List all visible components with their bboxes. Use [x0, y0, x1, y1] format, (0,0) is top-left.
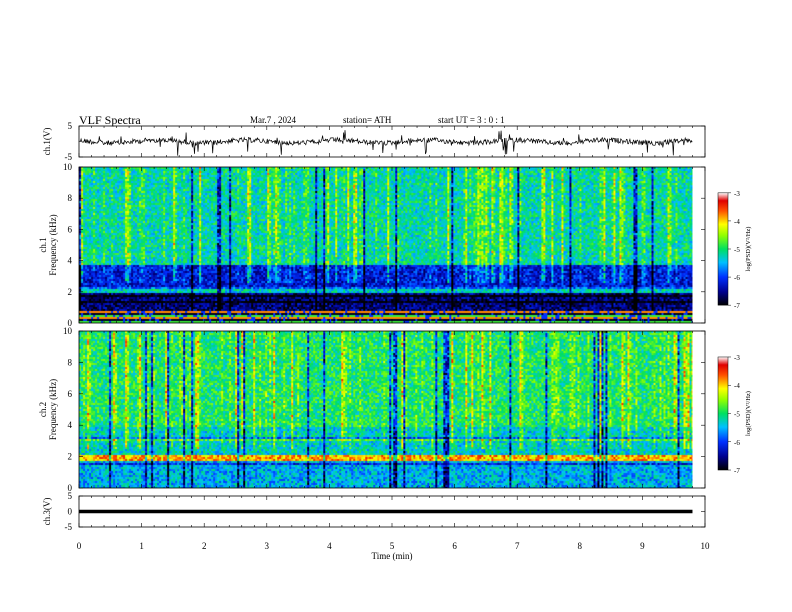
start-time-label: start UT = 3 : 0 : 1 [438, 115, 505, 125]
y-tick-label: 0 [68, 483, 73, 493]
colorbar-tick-label: -4 [734, 382, 740, 390]
ch2-spectrogram-panel: 0 2 4 6 8 10 ch.2 Frequency (kHz) [38, 326, 706, 493]
x-tick-label: 0 [77, 541, 82, 551]
y-tick-label: -5 [65, 152, 73, 162]
y-axis-label: ch.1(V) [42, 128, 52, 156]
colorbar-tick-label: -4 [734, 218, 740, 226]
x-tick-label: 9 [640, 541, 645, 551]
x-tick-label: 4 [327, 541, 332, 551]
x-tick-label: 3 [265, 541, 270, 551]
channel-label: ch.2 [38, 402, 48, 417]
x-tick-label: 8 [578, 541, 583, 551]
colorbar-tick-label: -3 [734, 190, 740, 198]
colorbar-tick-label: -7 [734, 302, 740, 310]
y-axis-label: Frequency (kHz) [48, 379, 58, 440]
spectrogram-image [79, 167, 693, 323]
ch1-colorbar: -3 -4 -5 -6 -7 log(PSD)(V²/Hz) [717, 190, 752, 310]
y-tick-label: 5 [68, 491, 73, 501]
colorbar-tick-label: -7 [734, 467, 740, 475]
y-tick-label: 6 [68, 224, 73, 234]
y-tick-label: 0 [68, 318, 73, 328]
x-tick-label: 5 [390, 541, 395, 551]
ch2-colorbar: -3 -4 -5 -6 -7 log(PSD)(V²/Hz) [717, 354, 752, 475]
channel-label: ch.1 [38, 237, 48, 252]
y-tick-label: 10 [63, 326, 73, 336]
y-tick-label: 5 [68, 121, 73, 131]
y-tick-label: 6 [68, 389, 73, 399]
chart-title: VLF Spectra [79, 113, 141, 127]
x-tick-label: 10 [701, 541, 711, 551]
colorbar-label: log(PSD)(V²/Hz) [745, 227, 752, 272]
ch3-waveform-panel: 5 0 -5 ch.3(V) [42, 491, 706, 532]
x-tick-label: 7 [515, 541, 520, 551]
time-axis: 0 1 2 3 4 5 6 7 8 9 10 Time (min) [77, 541, 710, 561]
y-tick-label: 0 [68, 507, 73, 517]
colorbar-label: log(PSD)(V²/Hz) [745, 391, 752, 436]
ch1-waveform-trace [78, 130, 693, 156]
x-axis-label: Time (min) [372, 551, 413, 561]
colorbar-tick-label: -6 [734, 274, 740, 282]
y-tick-label: 8 [68, 193, 73, 203]
y-tick-label: 2 [68, 287, 73, 297]
y-axis-label: Frequency (kHz) [48, 214, 58, 275]
colorbar-tick-label: -3 [734, 354, 740, 362]
colorbar-tick-label: -5 [734, 411, 740, 419]
y-tick-label: 8 [68, 357, 73, 367]
x-tick-label: 2 [202, 541, 207, 551]
x-tick-label: 1 [139, 541, 144, 551]
station-label: station= ATH [343, 115, 392, 125]
y-tick-label: 2 [68, 452, 73, 462]
y-tick-label: 10 [63, 162, 73, 172]
x-tick-label: 6 [452, 541, 457, 551]
ch1-spectrogram-panel: 0 2 4 6 8 10 ch.1 Frequency (kHz) [38, 162, 706, 328]
colorbar-gradient [717, 192, 729, 306]
colorbar-gradient [717, 356, 729, 471]
y-axis-label: ch.3(V) [42, 498, 52, 526]
y-tick-label: -5 [65, 522, 73, 532]
spectrogram-image [79, 331, 693, 488]
y-tick-label: 4 [68, 420, 73, 430]
ch1-waveform-panel: 5 -5 ch.1(V) [42, 121, 706, 162]
date-label: Mar.7 , 2024 [250, 115, 296, 125]
colorbar-tick-label: -6 [734, 439, 740, 447]
y-tick-label: 4 [68, 256, 73, 266]
colorbar-tick-label: -5 [734, 246, 740, 254]
